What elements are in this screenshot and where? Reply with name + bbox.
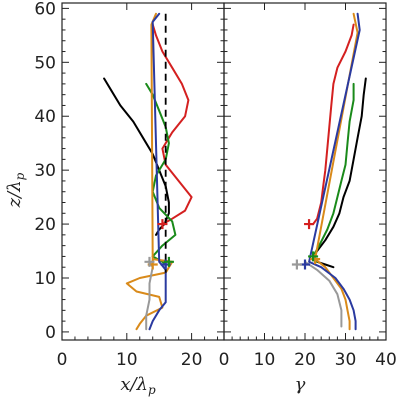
left-x-tick-label-1: 10	[116, 350, 138, 370]
left-y-tick-label-5: 50	[34, 53, 56, 73]
left-y-tick-label-3: 30	[34, 161, 56, 181]
right-x-tick-label-4: 40	[375, 350, 397, 370]
left-marker-0	[157, 219, 168, 230]
x-axis-label-right: γ	[295, 374, 306, 395]
left-y-tick-label-0: 0	[45, 323, 56, 343]
panel-right: 0 10 20 30 40	[219, 2, 397, 370]
right-x-tick-label-1: 10	[254, 350, 276, 370]
right-series-line-5	[304, 260, 343, 328]
right-x-tick-label-2: 20	[294, 350, 316, 370]
right-plot-frame	[223, 2, 387, 341]
y-axis-label-main: z/λ	[4, 180, 25, 208]
right-series-line-4	[308, 12, 361, 331]
right-marker-4	[308, 251, 319, 262]
left-x-tick-label-0: 0	[57, 350, 68, 370]
x-axis-label-left-main: x/λ	[120, 374, 148, 395]
left-y-tick-label-2: 20	[34, 215, 56, 235]
left-plot-frame	[61, 2, 225, 341]
right-x-tick-label-0: 0	[219, 350, 230, 370]
left-series-line-0	[103, 77, 170, 236]
x-axis-label-left: x/λp	[120, 374, 156, 397]
right-marker-0	[304, 219, 315, 230]
panel-left: 0 10 20 0 10 20 30 40 50 60	[34, 0, 225, 370]
left-marker-3	[144, 256, 155, 267]
right-series-line-3	[314, 12, 359, 331]
right-x-tick-label-3: 30	[335, 350, 357, 370]
right-marker-3	[291, 259, 302, 270]
left-marker-4	[163, 256, 174, 267]
y-axis-label: z/λp	[4, 172, 27, 208]
left-y-tick-label-1: 10	[34, 269, 56, 289]
left-series-line-4	[148, 12, 167, 331]
left-y-tick-label-6: 60	[34, 0, 56, 19]
right-series-line-1	[308, 23, 355, 226]
left-x-tick-label-2: 20	[181, 350, 203, 370]
x-axis-label-left-sub: p	[148, 383, 156, 397]
left-y-tick-label-4: 40	[34, 107, 56, 127]
right-series-line-0	[312, 77, 367, 269]
y-axis-label-sub: p	[13, 172, 27, 180]
left-series-line-1	[151, 23, 193, 226]
